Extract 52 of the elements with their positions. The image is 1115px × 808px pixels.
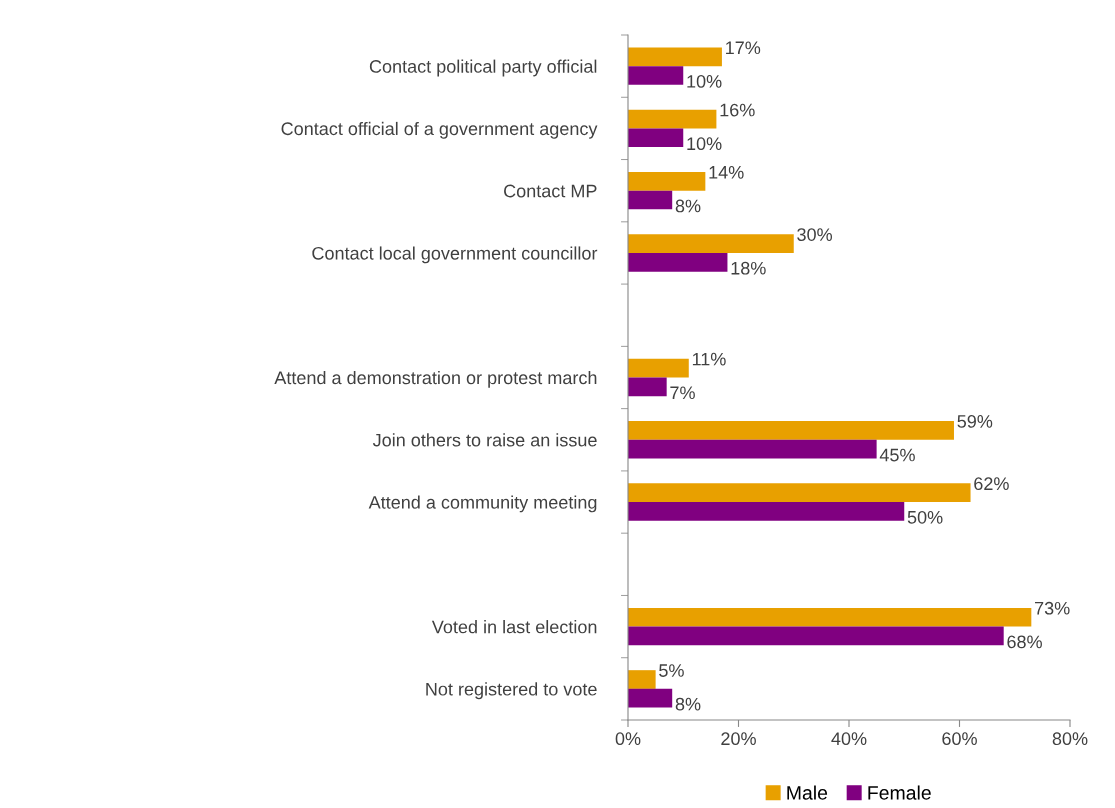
data-label: 8% bbox=[675, 199, 701, 213]
data-label: 10% bbox=[687, 137, 722, 151]
x-tick-label: 80% bbox=[1052, 732, 1088, 746]
data-label: 10% bbox=[687, 75, 722, 88]
data-label: 73% bbox=[1035, 601, 1070, 615]
bar bbox=[628, 358, 689, 378]
bar bbox=[628, 128, 684, 148]
bar bbox=[628, 670, 656, 689]
bar bbox=[628, 626, 1004, 646]
bar bbox=[628, 47, 722, 67]
y-tick-label: Join others to raise an issue bbox=[372, 433, 597, 447]
y-tick-label: Contact MP bbox=[504, 184, 597, 198]
legend-label: Male bbox=[787, 785, 828, 800]
data-label: 16% bbox=[720, 103, 755, 117]
bar bbox=[628, 109, 717, 129]
data-label: 8% bbox=[675, 697, 701, 711]
y-tick-label: Contact local government councillor bbox=[312, 246, 598, 264]
data-label: 68% bbox=[1007, 635, 1042, 649]
bar bbox=[628, 421, 954, 440]
x-tick-label: 40% bbox=[831, 732, 867, 746]
data-label: 50% bbox=[907, 510, 943, 524]
y-tick-label: Contact political party official bbox=[369, 59, 597, 77]
data-label: 30% bbox=[797, 228, 833, 241]
bar bbox=[628, 377, 667, 397]
data-label: 11% bbox=[692, 352, 726, 366]
x-tick-label: 60% bbox=[942, 732, 977, 746]
data-label: 5% bbox=[659, 664, 684, 677]
y-tick-label: Contact official of a government agency bbox=[281, 121, 598, 139]
y-tick-label: Attend a demonstration or protest march bbox=[274, 370, 597, 388]
bar bbox=[628, 688, 673, 708]
bar bbox=[628, 607, 1032, 627]
bar bbox=[628, 252, 728, 272]
x-tick-label: 20% bbox=[721, 732, 756, 746]
data-label: 17% bbox=[726, 41, 761, 55]
bar bbox=[628, 483, 971, 503]
y-tick-label: Attend a community meeting bbox=[368, 495, 597, 513]
bar bbox=[628, 439, 877, 459]
bar bbox=[628, 172, 706, 191]
legend-label: Female bbox=[868, 785, 931, 800]
y-tick-label: Not registered to vote bbox=[426, 682, 597, 700]
x-tick-label: 0% bbox=[615, 732, 641, 746]
data-label: 18% bbox=[731, 261, 766, 275]
bar bbox=[628, 502, 905, 521]
bar bbox=[628, 234, 794, 253]
data-label: 45% bbox=[879, 448, 915, 462]
data-label: 59% bbox=[957, 415, 993, 428]
data-label: 62% bbox=[974, 477, 1009, 491]
bar bbox=[628, 66, 684, 85]
y-tick-label: Voted in last election bbox=[431, 620, 597, 634]
bar bbox=[628, 190, 673, 210]
data-label: 7% bbox=[670, 386, 695, 400]
data-label: 14% bbox=[709, 166, 744, 179]
